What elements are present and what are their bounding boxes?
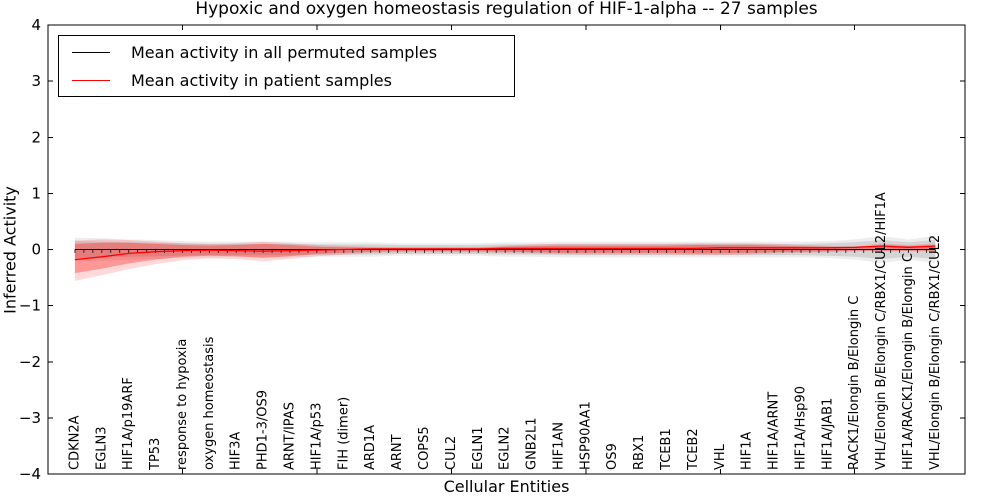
category-label: VHL <box>713 443 728 470</box>
category-label: OS9 <box>605 443 620 470</box>
category-label: TCEB1 <box>659 428 674 471</box>
category-label: HIF3A <box>229 432 244 470</box>
category-label: HIF1A/p19ARF <box>121 377 136 470</box>
category-label: ARNT <box>390 434 405 470</box>
legend-line-permuted-swatch <box>72 51 110 53</box>
legend-entry-patient: Mean activity in patient samples <box>59 66 514 94</box>
category-label: EGLN1 <box>471 426 486 470</box>
category-label: EGLN3 <box>94 426 109 470</box>
category-label: FIH (dimer) <box>336 397 351 470</box>
y-tick-label: 2 <box>31 128 41 146</box>
category-label: VHL/Elongin B/Elongin C/RBX1/CUL2 <box>928 235 943 470</box>
category-label: HIF1A/JAB1 <box>820 398 835 470</box>
category-label: HIF1A <box>740 432 755 470</box>
category-label: PHD1-3/OS9 <box>256 390 271 470</box>
y-tick-label: 4 <box>31 16 41 34</box>
category-label: CDKN2A <box>67 415 82 470</box>
x-axis-label: Cellular Entities <box>443 477 570 496</box>
y-tick-label: 3 <box>31 72 41 90</box>
y-tick-label: 1 <box>31 184 41 202</box>
legend-line-patient-swatch <box>72 79 110 81</box>
category-label: HIF1AN <box>551 422 566 470</box>
category-label: HIF1A/Hsp90 <box>794 386 809 470</box>
y-tick-label: 0 <box>31 241 41 259</box>
category-label: oxygen homeostasis <box>202 336 217 470</box>
category-label: TP53 <box>148 438 163 471</box>
patient-mean-line <box>74 245 936 261</box>
legend-entry-permuted: Mean activity in all permuted samples <box>59 38 514 66</box>
category-label: response to hypoxia <box>175 339 190 470</box>
category-label: COPS5 <box>417 426 432 470</box>
category-label: HIF1A/ARNT <box>767 392 782 470</box>
category-label: TCEB2 <box>686 428 701 471</box>
category-label: EGLN2 <box>498 426 513 470</box>
category-label: ARD1A <box>363 425 378 470</box>
category-label: RBX1 <box>632 435 647 470</box>
legend-label-permuted: Mean activity in all permuted samples <box>131 42 438 62</box>
legend-label-patient: Mean activity in patient samples <box>131 70 392 90</box>
category-label: GNB2L1 <box>525 417 540 470</box>
chart-title: Hypoxic and oxygen homeostasis regulatio… <box>195 0 818 19</box>
category-label: CUL2 <box>444 436 459 470</box>
legend: Mean activity in all permuted samples Me… <box>58 35 515 97</box>
y-tick-label: −1 <box>19 297 41 315</box>
category-label: HIF1A/p53 <box>309 403 324 470</box>
y-axis-label: Inferred Activity <box>0 186 20 314</box>
y-tick-label: −4 <box>19 465 41 483</box>
category-label: VHL/Elongin B/Elongin C/RBX1/CUL2/HIF1A <box>874 192 889 470</box>
category-label: HIF1A/RACK1/Elongin B/Elongin C <box>901 253 916 470</box>
category-label: RACK1/Elongin B/Elongin C <box>847 296 862 470</box>
category-label: ARNT/IPAS <box>283 402 298 470</box>
y-tick-label: −3 <box>19 409 41 427</box>
y-tick-label: −2 <box>19 353 41 371</box>
category-label: HSP90AA1 <box>578 401 593 470</box>
